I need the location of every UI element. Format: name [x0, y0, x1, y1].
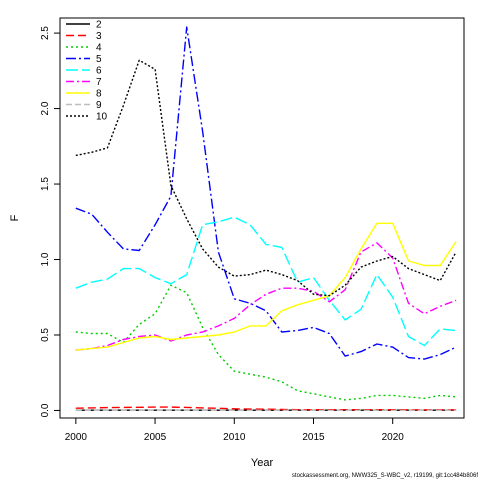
series-line-3: [75, 406, 457, 411]
series-line-10: [75, 59, 457, 297]
x-axis-title: Year: [251, 457, 274, 469]
series-line-6: [75, 216, 457, 347]
y-tick-label: 0.5: [40, 328, 51, 342]
x-axis: 2000 2005 2010 2015 2020: [65, 418, 405, 443]
y-axis: 0.0 0.5 1.0 1.5 2.0 2.5: [40, 26, 60, 417]
y-axis-title: F: [9, 214, 21, 221]
legend-label-9: 9: [96, 100, 102, 111]
legend-label-6: 6: [96, 66, 102, 77]
series-line-8: [75, 222, 457, 351]
series-line-5: [75, 26, 457, 360]
legend-label-4: 4: [96, 43, 102, 54]
series-line-4: [75, 284, 457, 401]
y-tick-label: 2.5: [40, 26, 51, 40]
legend-label-5: 5: [96, 54, 102, 65]
y-tick-label: 2.0: [40, 101, 51, 115]
x-tick-label: 2015: [302, 432, 325, 443]
legend-label-10: 10: [96, 112, 108, 123]
series-lines: [75, 26, 457, 411]
y-tick-label: 1.0: [40, 252, 51, 266]
plot-frame: [59, 17, 465, 419]
x-tick-label: 2010: [223, 432, 246, 443]
footer-source-text: stockassessment.org, NWW325_S-WBC_v2, r1…: [292, 473, 478, 479]
y-tick-label: 1.5: [40, 177, 51, 191]
x-tick-label: 2020: [382, 432, 405, 443]
x-tick-label: 2000: [65, 432, 88, 443]
legend-label-8: 8: [96, 89, 102, 100]
y-tick-label: 0.0: [40, 403, 51, 417]
x-tick-label: 2005: [144, 432, 167, 443]
legend-label-3: 3: [96, 31, 102, 42]
legend-label-2: 2: [96, 20, 102, 31]
legend-label-7: 7: [96, 77, 102, 88]
series-line-7: [75, 242, 457, 351]
